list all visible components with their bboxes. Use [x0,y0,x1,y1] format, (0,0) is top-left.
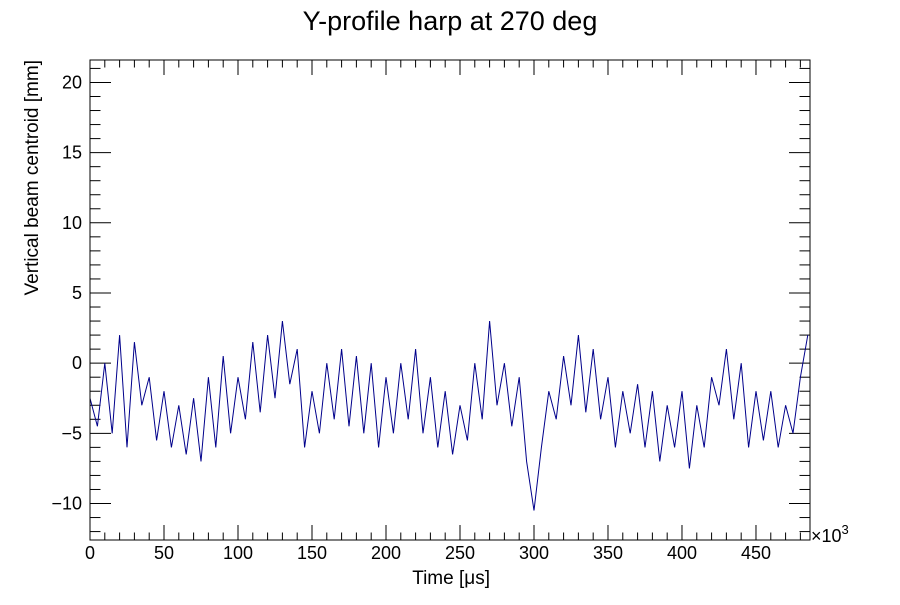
y-tick-label: −10 [51,494,82,514]
x-tick-label: 200 [371,543,401,563]
x-tick-label: 350 [593,543,623,563]
y-tick-label: 20 [62,72,82,92]
plot-frame [89,59,811,541]
x-tick-label: 400 [667,543,697,563]
y-tick-label: 10 [62,213,82,233]
tick-labels: 0 50 100 150 200 250 300 350 400 450 −10 −5 0 5 10 15 20 [51,72,771,563]
x-tick-label: 0 [85,543,95,563]
x-axis-label: Time [μs] [412,568,490,589]
y-tick-label: 5 [72,283,82,303]
chart-title: Y-profile harp at 270 deg [303,6,598,36]
x-tick-label: 300 [519,543,549,563]
x-multiplier-base: ×10 [811,526,842,546]
y-tick-label: 15 [62,143,82,163]
y-tick-label: −5 [61,423,82,443]
x-tick-label: 250 [445,543,475,563]
x-tick-label: 100 [223,543,253,563]
series-line-centroid [89,321,809,511]
y-tick-label: 0 [72,353,82,373]
x-multiplier: ×103 [811,522,849,546]
x-tick-label: 150 [297,543,327,563]
x-multiplier-exp: 3 [842,522,849,537]
x-tick-label: 50 [154,543,174,563]
y-axis-label: Vertical beam centroid [mm] [22,60,43,295]
x-tick-label: 450 [741,543,771,563]
axis-ticks [89,60,810,540]
